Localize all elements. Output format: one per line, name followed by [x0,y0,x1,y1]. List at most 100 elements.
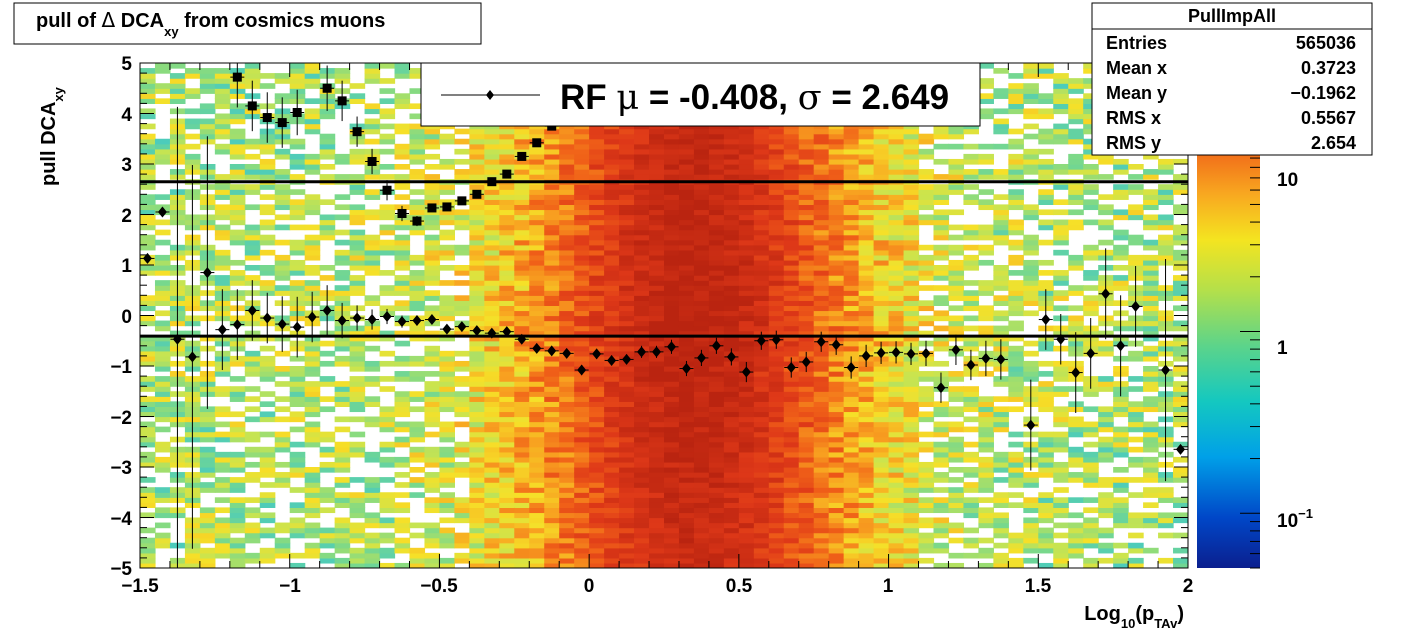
heat-cell [364,335,381,342]
heat-cell [664,270,680,276]
heat-cell [918,386,935,392]
heat-cell [753,371,770,377]
heat-cell [140,487,156,493]
heat-cell [888,517,905,524]
heat-cell [693,320,710,327]
heat-cell [634,396,650,402]
heat-cell [439,199,455,205]
heat-cell [1008,300,1024,306]
heat-cell [229,477,246,483]
heat-cell [933,411,950,418]
heat-cell [738,275,755,281]
heat-cell [229,376,246,382]
heat-cell [933,270,950,276]
heat-cell [529,239,545,246]
heat-cell [798,381,815,387]
heat-cell [499,290,515,296]
heat-cell [454,406,470,413]
heat-cell [963,143,979,150]
heat-cell [439,249,455,256]
heat-cell [499,204,515,211]
heat-cell [229,143,246,150]
heat-cell [154,492,171,498]
heat-cell [499,381,515,387]
heat-cell [574,234,590,241]
heat-cell [499,527,515,534]
heat-cell [798,517,815,524]
heat-cell [424,184,441,190]
heat-cell [978,406,994,413]
heat-cell [544,169,560,175]
heat-cell [229,189,246,195]
heat-cell [229,552,246,559]
heat-cell [154,391,171,397]
heat-cell [334,214,351,221]
heat-cell [843,512,860,519]
heat-cell [574,158,590,165]
heat-cell [873,199,890,205]
heat-cell [858,330,875,337]
heat-cell [304,73,321,79]
heat-cell [753,542,770,549]
heat-cell [319,113,336,120]
heat-cell [768,310,785,317]
heat-cell [753,456,770,463]
heat-cell [274,547,291,554]
heat-cell [589,557,605,564]
heat-cell [259,391,276,397]
heat-cell [259,224,276,231]
heat-cell [858,451,875,458]
heat-cell [933,431,950,438]
heat-cell [499,320,515,327]
heat-cell [604,441,620,448]
heat-cell [199,446,216,453]
heat-cell [963,426,979,433]
heat-cell [379,552,396,559]
heat-cell [544,411,560,418]
heat-cell [529,426,545,433]
heat-cell [484,366,500,372]
heat-cell [978,113,994,120]
heat-cell [738,169,755,175]
heat-cell [828,219,845,226]
heat-cell [469,366,485,372]
heat-cell [828,224,845,231]
heat-cell [334,275,351,281]
heat-cell [858,133,875,140]
heat-cell [409,355,426,362]
heat-cell [783,148,800,155]
heat-cell [499,477,515,483]
heat-cell [409,259,426,266]
heat-cell [678,199,695,205]
heat-cell [409,562,426,568]
heat-cell [229,133,246,140]
heat-cell [424,416,441,423]
heat-cell [604,431,620,438]
heat-cell [813,229,830,236]
heat-cell [738,254,755,261]
heat-cell [678,396,695,402]
heat-cell [619,446,635,453]
heat-cell [424,406,441,413]
heat-cell [753,441,770,448]
heat-cell [1023,477,1039,483]
heat-cell [678,138,695,145]
heat-cell [723,376,740,382]
heat-cell [948,421,965,428]
heat-cell [574,174,590,180]
heat-cell [783,174,800,180]
heat-cell [813,270,830,276]
heat-cell [214,461,231,468]
heat-cell [559,340,575,347]
heat-cell [454,391,470,397]
heat-cell [1038,270,1054,276]
heat-cell [828,275,845,281]
heat-cell [1038,164,1054,170]
heat-cell [738,557,755,564]
heat-cell [619,345,635,352]
heat-cell [948,456,965,463]
heat-cell [529,265,545,271]
heat-cell [634,446,650,453]
heat-cell [798,426,815,433]
heat-cell [768,148,785,155]
